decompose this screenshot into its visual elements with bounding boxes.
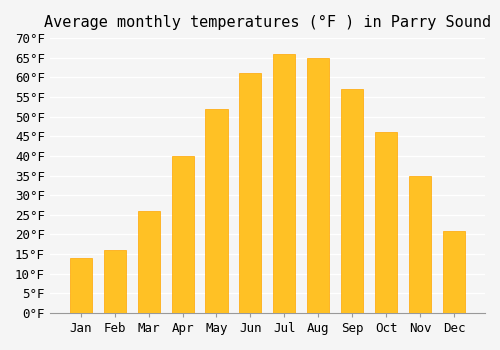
- Bar: [104, 250, 126, 313]
- Bar: [342, 89, 363, 313]
- Bar: [308, 58, 330, 313]
- Bar: [443, 231, 465, 313]
- Bar: [172, 156, 194, 313]
- Bar: [206, 109, 228, 313]
- Bar: [70, 258, 92, 313]
- Bar: [240, 74, 262, 313]
- Bar: [409, 176, 432, 313]
- Bar: [375, 132, 398, 313]
- Bar: [274, 54, 295, 313]
- Title: Average monthly temperatures (°F ) in Parry Sound: Average monthly temperatures (°F ) in Pa…: [44, 15, 491, 30]
- Bar: [138, 211, 160, 313]
